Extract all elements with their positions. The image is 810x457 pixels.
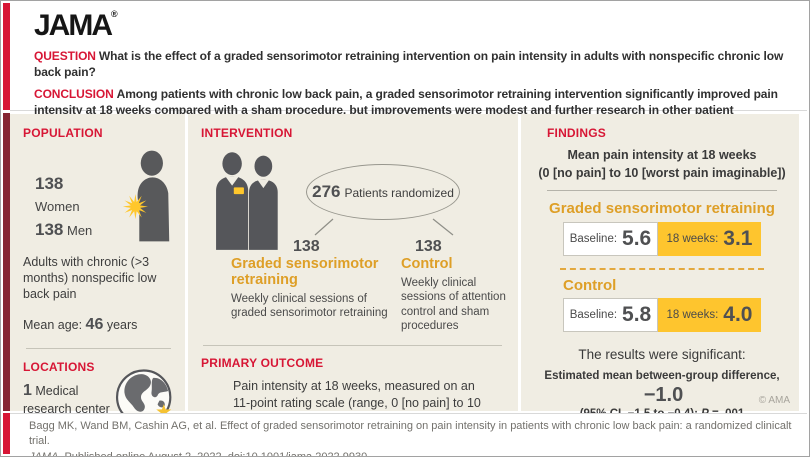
randomized-count: 276: [312, 181, 341, 201]
question-label: QUESTION: [34, 48, 96, 63]
question-text: What is the effect of a graded sensorimo…: [34, 48, 784, 79]
control-baseline-cell: Baseline: 5.8: [563, 298, 658, 332]
women-label: Women: [35, 199, 80, 215]
pain-starburst-icon: [122, 194, 148, 220]
retraining-bar-cells: Baseline: 5.6 18 weeks: 3.1: [563, 222, 761, 256]
women-count: 138: [35, 174, 64, 193]
findings-divider: [547, 190, 777, 191]
locations-title: LOCATIONS: [23, 359, 95, 374]
findings-panel: FINDINGS Mean pain intensity at 18 weeks…: [521, 114, 799, 420]
population-stats: 138 Women 138 Men: [23, 150, 175, 244]
jama-logo-text: JAMA: [34, 9, 113, 42]
retraining-baseline-value: 5.6: [622, 227, 652, 250]
mean-age-label: Mean age:: [23, 317, 86, 332]
intervention-groups: 138 Graded sensorimotor retraining Weekl…: [201, 238, 508, 333]
ama-copyright: © AMA: [758, 395, 790, 406]
group-control: 138 Control Weekly clinical sessions of …: [401, 238, 519, 333]
group-control-n: 138: [415, 238, 442, 255]
mean-age-value: 46: [85, 315, 104, 333]
men-count-row: 138 Men: [35, 217, 109, 243]
population-description: Adults with chronic (>3 months) nonspeci…: [23, 254, 157, 302]
registered-mark: ®: [111, 9, 118, 19]
randomized-label: Patients randomized: [344, 185, 454, 200]
randomized-text: 276 Patients randomized: [312, 181, 454, 203]
body: POPULATION 138 Women 138 Men Adults with…: [10, 114, 799, 449]
retraining-baseline-label: Baseline:: [569, 233, 618, 245]
primary-outcome-title: PRIMARY OUTCOME: [201, 356, 324, 371]
difference-row: Estimated mean between-group difference,…: [535, 366, 789, 407]
findings-title: FINDINGS: [547, 126, 606, 140]
men-label: Men: [67, 223, 93, 239]
left-panel-divider: [26, 347, 171, 349]
globe-icon: [115, 368, 172, 425]
sydney-star-icon: [156, 403, 172, 418]
retraining-week18-value: 3.1: [723, 227, 753, 250]
mean-age-row: Mean age: 46 years: [23, 316, 175, 334]
branch-connectors: [314, 218, 454, 236]
difference-value: −1.0: [643, 384, 684, 406]
person-back-pain-icon: [122, 150, 170, 242]
control-bar-cells: Baseline: 5.8 18 weeks: 4.0: [563, 298, 761, 332]
citation-journal: JAMA.: [29, 450, 62, 457]
jama-logo: JAMA®: [34, 9, 807, 42]
middle-panel-divider: [203, 345, 502, 347]
group-retraining-description: Weekly clinical sessions of graded senso…: [231, 292, 388, 320]
question-line: QUESTION What is the effect of a graded s…: [34, 48, 793, 80]
significance-heading: The results were significant:: [578, 347, 746, 362]
accent-bar-body: [3, 113, 10, 411]
accent-bar-footer: [3, 413, 10, 454]
retraining-baseline-cell: Baseline: 5.6: [563, 222, 658, 256]
citation-line1: Bagg MK, Wand BM, Cashin AG, et al. Effe…: [29, 420, 792, 448]
badge-icon: [233, 187, 244, 195]
citation-doi: Published online August 2, 2022. doi:10.…: [61, 450, 368, 457]
control-bar: Control Baseline: 5.8 18 weeks: 4.0: [563, 277, 761, 332]
population-title: POPULATION: [23, 126, 103, 140]
dashed-divider: [560, 268, 764, 270]
women-count-row: 138 Women: [35, 171, 109, 217]
retraining-week18-cell: 18 weeks: 3.1: [658, 222, 761, 256]
control-week18-label: 18 weeks:: [666, 309, 719, 321]
men-count: 138: [35, 220, 64, 240]
population-panel: POPULATION 138 Women 138 Men Adults with…: [10, 114, 185, 449]
population-counts: 138 Women 138 Men: [35, 171, 109, 244]
header: JAMA® QUESTION What is the effect of a gr…: [10, 3, 807, 133]
control-baseline-value: 5.8: [622, 303, 652, 326]
mean-age-unit: years: [103, 317, 138, 332]
findings-subtitle: Mean pain intensity at 18 weeks (0 [no p…: [535, 147, 789, 182]
footer: Bagg MK, Wand BM, Cashin AG, et al. Effe…: [10, 413, 807, 456]
group-retraining: 138 Graded sensorimotor retraining Weekl…: [231, 238, 401, 333]
difference-label: Estimated mean between-group difference,: [544, 370, 780, 382]
accent-bar-header: [3, 3, 10, 110]
findings-retraining-heading: Graded sensorimotor retraining: [549, 200, 775, 217]
group-control-name: Control: [401, 256, 453, 272]
randomization-figure: 276 Patients randomized: [201, 142, 508, 250]
retraining-week18-label: 18 weeks:: [666, 233, 719, 245]
control-week18-value: 4.0: [723, 303, 753, 326]
group-retraining-name: Graded sensorimotor retraining: [231, 256, 379, 288]
findings-subtitle-line1: Mean pain intensity at 18 weeks: [567, 148, 757, 162]
retraining-bar: Baseline: 5.6 18 weeks: 3.1: [563, 222, 761, 256]
citation-line2: JAMA. Published online August 2, 2022. d…: [29, 450, 797, 457]
control-baseline-label: Baseline:: [569, 309, 618, 321]
group-control-description: Weekly clinical sessions of attention co…: [401, 276, 506, 333]
findings-control-heading: Control: [563, 277, 617, 294]
control-week18-cell: 18 weeks: 4.0: [658, 298, 761, 332]
findings-subtitle-line2: (0 [no pain] to 10 [worst pain imaginabl…: [538, 165, 786, 180]
locations-count: 1: [23, 381, 32, 399]
intervention-title: INTERVENTION: [201, 126, 293, 140]
clinicians-icon: [216, 152, 278, 250]
intervention-panel: INTERVENTION 276 Patients randomized: [188, 114, 518, 426]
conclusion-label: CONCLUSION: [34, 86, 114, 101]
patients-randomized-ellipse: 276 Patients randomized: [306, 164, 460, 220]
group-retraining-n: 138: [293, 238, 320, 255]
